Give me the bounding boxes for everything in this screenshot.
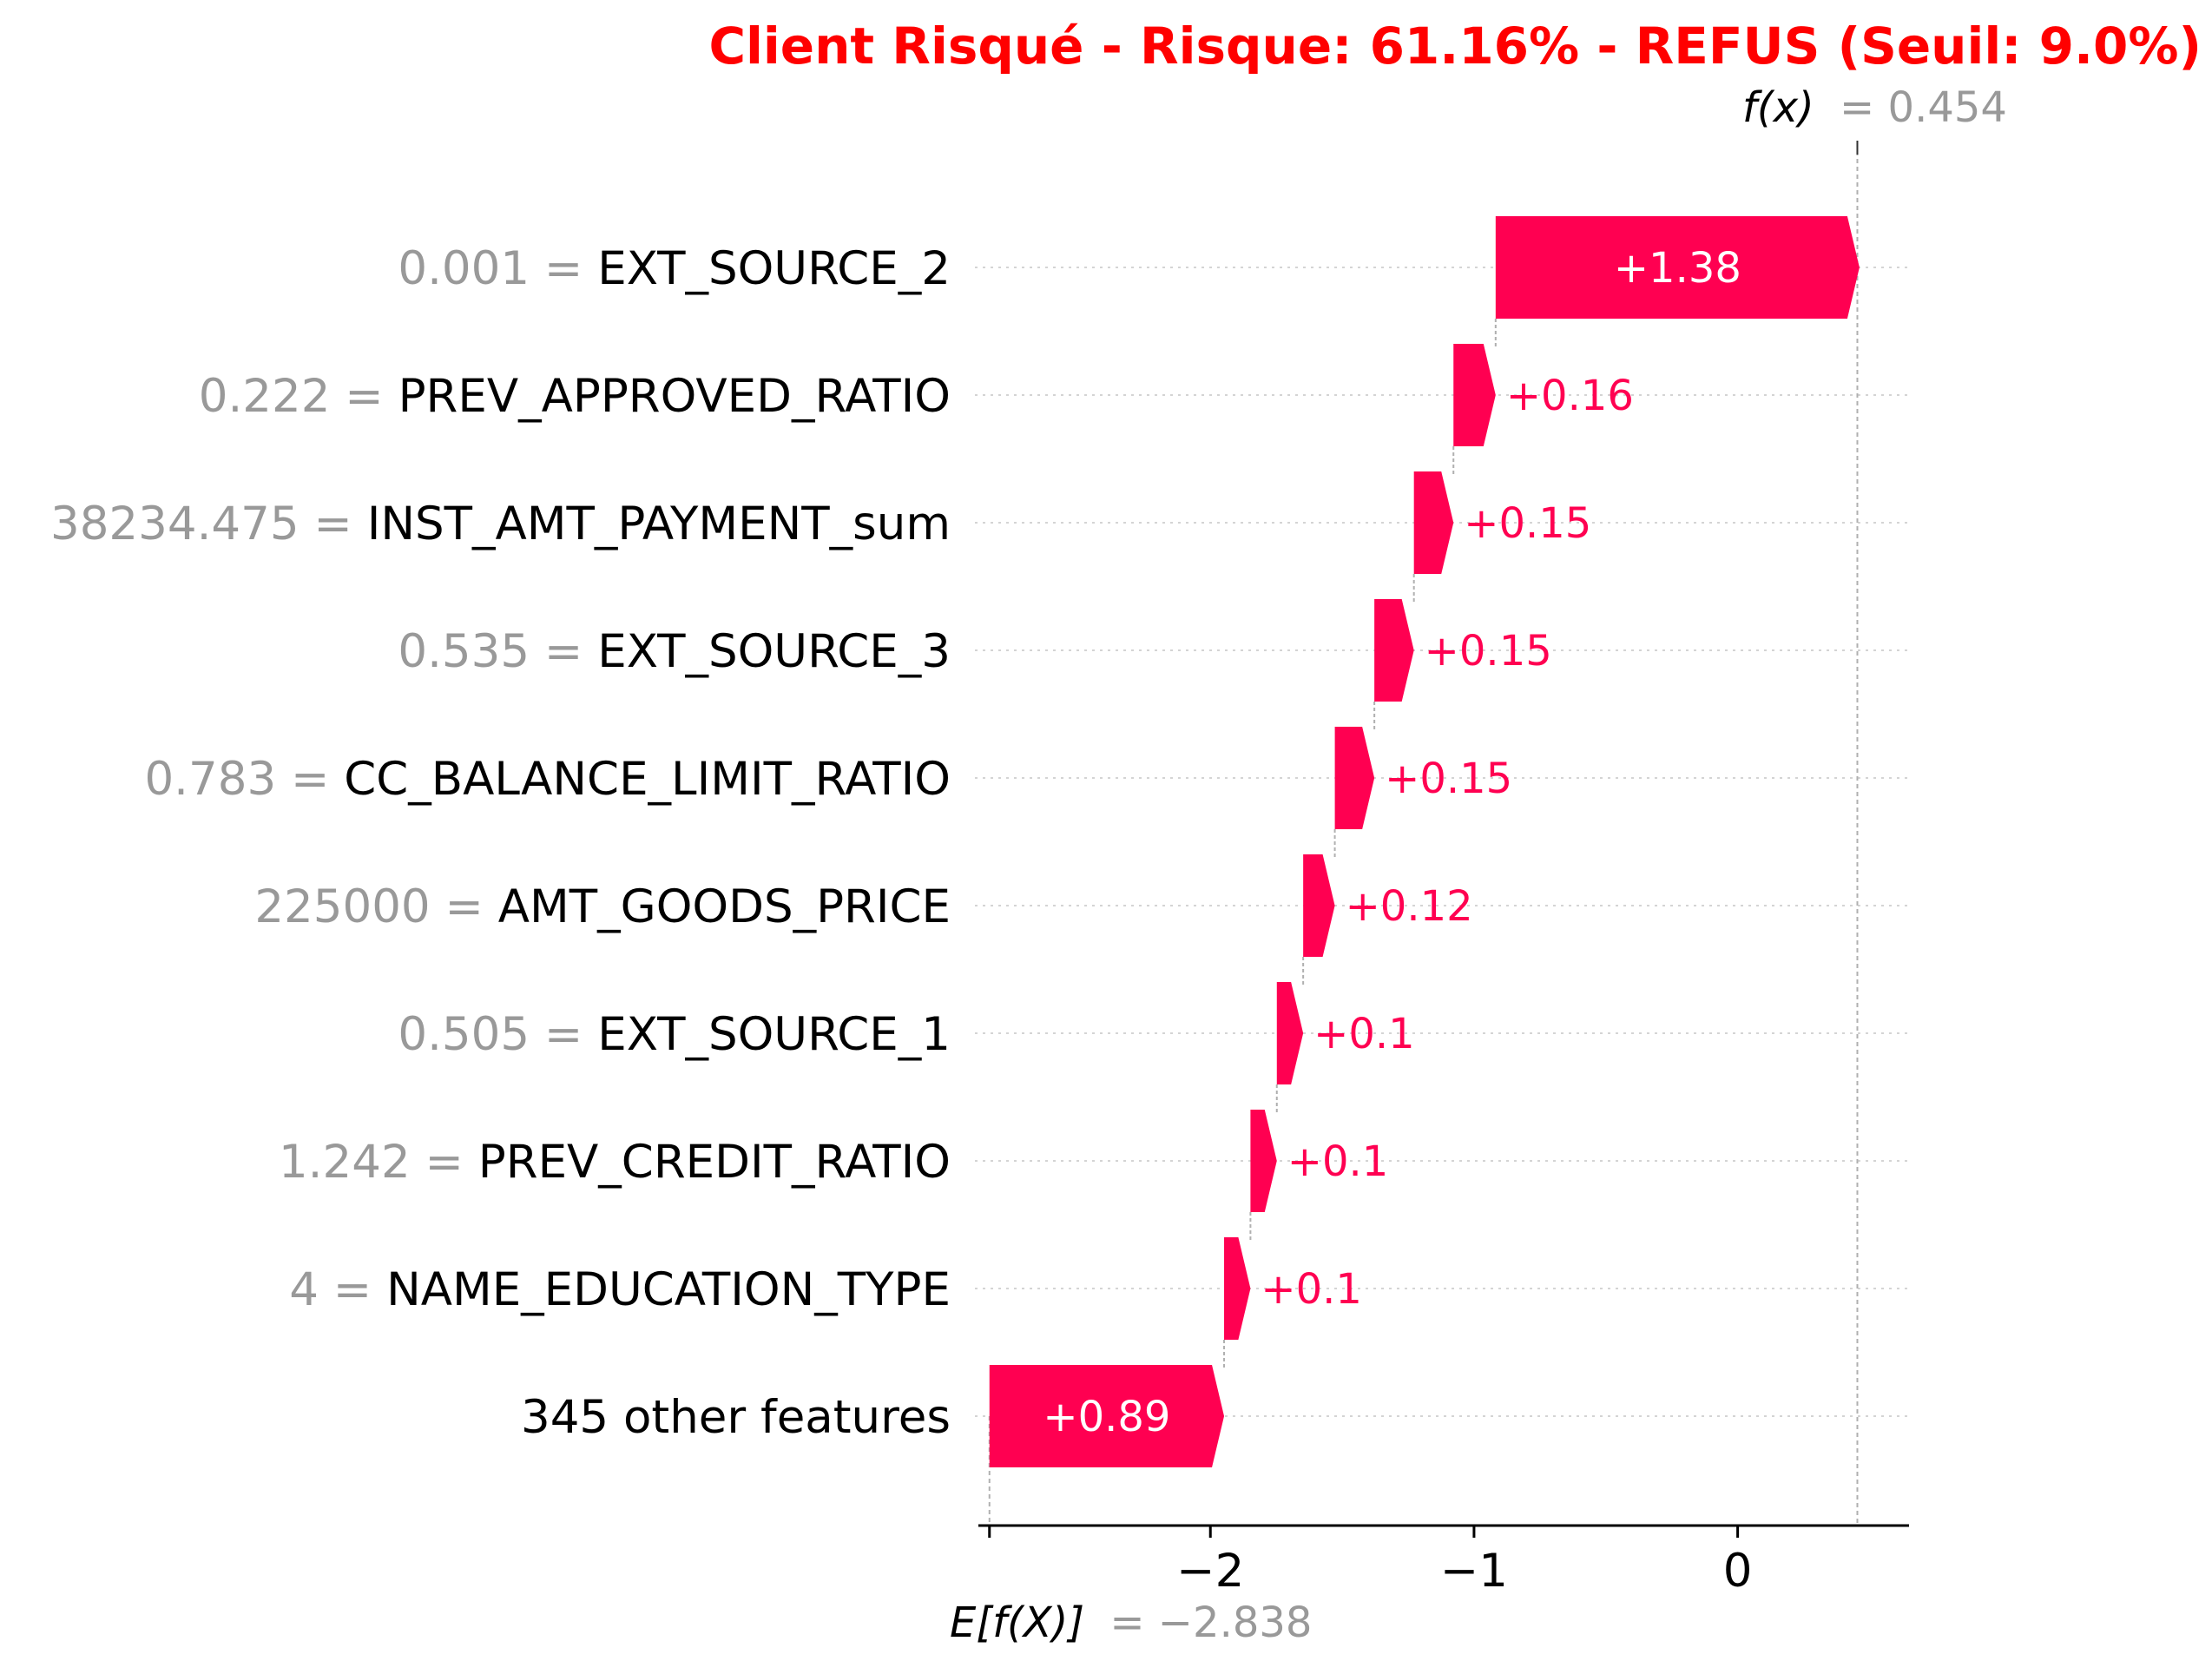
feature-name: AMT_GOODS_PRICE [498, 880, 951, 933]
feature-name: NAME_EDUCATION_TYPE [386, 1263, 951, 1316]
feature-value: 4 = [289, 1263, 386, 1316]
contribution-label: +0.15 [1464, 499, 1591, 548]
contribution-bar [1334, 727, 1375, 829]
contribution-label: +0.1 [1313, 1010, 1415, 1058]
feature-label: 225000 = AMT_GOODS_PRICE [254, 880, 951, 933]
contribution-label: +0.89 [1043, 1393, 1170, 1441]
feature-name: 345 other features [521, 1391, 951, 1444]
contribution-bar [1453, 344, 1496, 446]
base-value-label: E[f(X)] = −2.838 [950, 1598, 1312, 1647]
feature-value: 0.001 = [398, 242, 597, 295]
feature-label: 0.222 = PREV_APPROVED_RATIO [199, 370, 951, 423]
x-tick-label: −1 [1440, 1545, 1508, 1598]
connector-lines [988, 141, 1859, 1526]
contribution-bar [1413, 471, 1454, 574]
base-value: = −2.838 [1109, 1598, 1312, 1647]
feature-value: 225000 = [254, 880, 497, 933]
feature-value: 0.505 = [398, 1008, 597, 1061]
x-tick-label: 0 [1723, 1545, 1753, 1598]
chart-title: Client Risqué - Risque: 61.16% - REFUS (… [708, 16, 2202, 76]
output-value: = 0.454 [1840, 83, 2007, 132]
feature-label: 38234.475 = INST_AMT_PAYMENT_sum [50, 498, 951, 550]
feature-name: INST_AMT_PAYMENT_sum [367, 498, 951, 550]
contribution-bar [1374, 599, 1414, 702]
bars: +1.38 +0.16 +0.15 +0.15 +0.15 +0.12 +0.1 +0.1 +0… [989, 216, 1860, 1467]
row-guides [975, 267, 1909, 1417]
feature-label: 0.001 = EXT_SOURCE_2 [398, 242, 951, 295]
feature-value: 0.222 = [199, 370, 398, 423]
output-value-annotation: f(x) = 0.454 [1742, 83, 2007, 132]
feature-name: EXT_SOURCE_2 [597, 242, 951, 295]
feature-label: 0.535 = EXT_SOURCE_3 [398, 625, 951, 678]
contribution-bar [1303, 854, 1335, 957]
contribution-label: +0.12 [1346, 882, 1473, 931]
feature-label: 0.505 = EXT_SOURCE_1 [398, 1008, 951, 1061]
feature-value: 1.242 = [279, 1136, 478, 1189]
feature-label: 1.242 = PREV_CREDIT_RATIO [279, 1136, 951, 1189]
base-symbol: E[f(X)] [950, 1598, 1084, 1647]
feature-name: EXT_SOURCE_3 [597, 625, 951, 678]
base-value-annotation: E[f(X)] = −2.838 [950, 1598, 1312, 1647]
feature-value: 38234.475 = [50, 498, 367, 550]
contribution-label: +0.1 [1287, 1137, 1389, 1186]
feature-value: 0.535 = [398, 625, 597, 678]
contribution-bar [1276, 982, 1304, 1084]
contribution-bar [989, 1365, 1225, 1467]
feature-name: CC_BALANCE_LIMIT_RATIO [344, 753, 951, 806]
contribution-label: +1.38 [1614, 244, 1741, 293]
contribution-label: +0.15 [1385, 755, 1512, 803]
contribution-bar [1495, 216, 1860, 319]
contribution-bar [1250, 1110, 1277, 1212]
x-axis: −2 −1 0 [978, 1524, 1909, 1598]
contribution-label: +0.1 [1261, 1265, 1362, 1314]
feature-name: PREV_CREDIT_RATIO [478, 1136, 951, 1189]
output-value-label: f(x) = 0.454 [1742, 83, 2007, 132]
contribution-label: +0.15 [1425, 627, 1552, 676]
feature-labels: 0.001 = EXT_SOURCE_2 0.222 = PREV_APPROVE… [50, 242, 951, 1444]
feature-label: 345 other features [521, 1391, 951, 1444]
feature-label: 0.783 = CC_BALANCE_LIMIT_RATIO [144, 753, 951, 806]
feature-label: 4 = NAME_EDUCATION_TYPE [289, 1263, 951, 1316]
contribution-bar [1224, 1237, 1251, 1340]
feature-name: EXT_SOURCE_1 [597, 1008, 951, 1061]
contribution-label: +0.16 [1506, 372, 1634, 420]
output-symbol: f(x) [1742, 83, 1814, 132]
feature-value: 0.783 = [144, 753, 344, 806]
x-tick-label: −2 [1176, 1545, 1244, 1598]
feature-name: PREV_APPROVED_RATIO [398, 370, 951, 423]
